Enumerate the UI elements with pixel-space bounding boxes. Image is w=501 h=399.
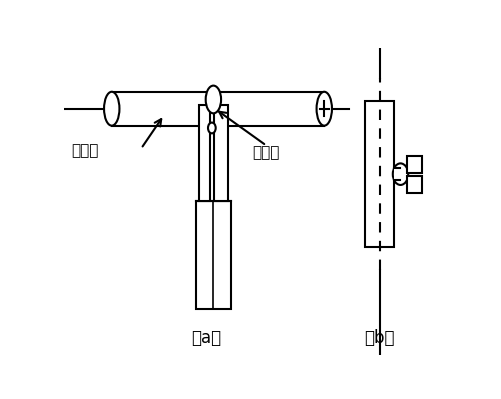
Bar xyxy=(364,101,394,247)
Ellipse shape xyxy=(104,92,119,126)
Ellipse shape xyxy=(392,163,407,185)
Bar xyxy=(195,201,230,309)
Text: 纵向管: 纵向管 xyxy=(252,145,280,160)
Bar xyxy=(112,92,324,126)
Bar xyxy=(406,176,421,193)
Bar xyxy=(214,105,227,201)
Bar xyxy=(198,105,209,201)
Text: （b）: （b） xyxy=(364,329,394,347)
Bar xyxy=(394,168,400,180)
Text: 横向管: 横向管 xyxy=(72,144,99,158)
Ellipse shape xyxy=(316,92,331,126)
Text: （a）: （a） xyxy=(191,329,221,347)
Ellipse shape xyxy=(205,86,220,113)
Ellipse shape xyxy=(207,122,215,133)
Bar xyxy=(406,156,421,173)
